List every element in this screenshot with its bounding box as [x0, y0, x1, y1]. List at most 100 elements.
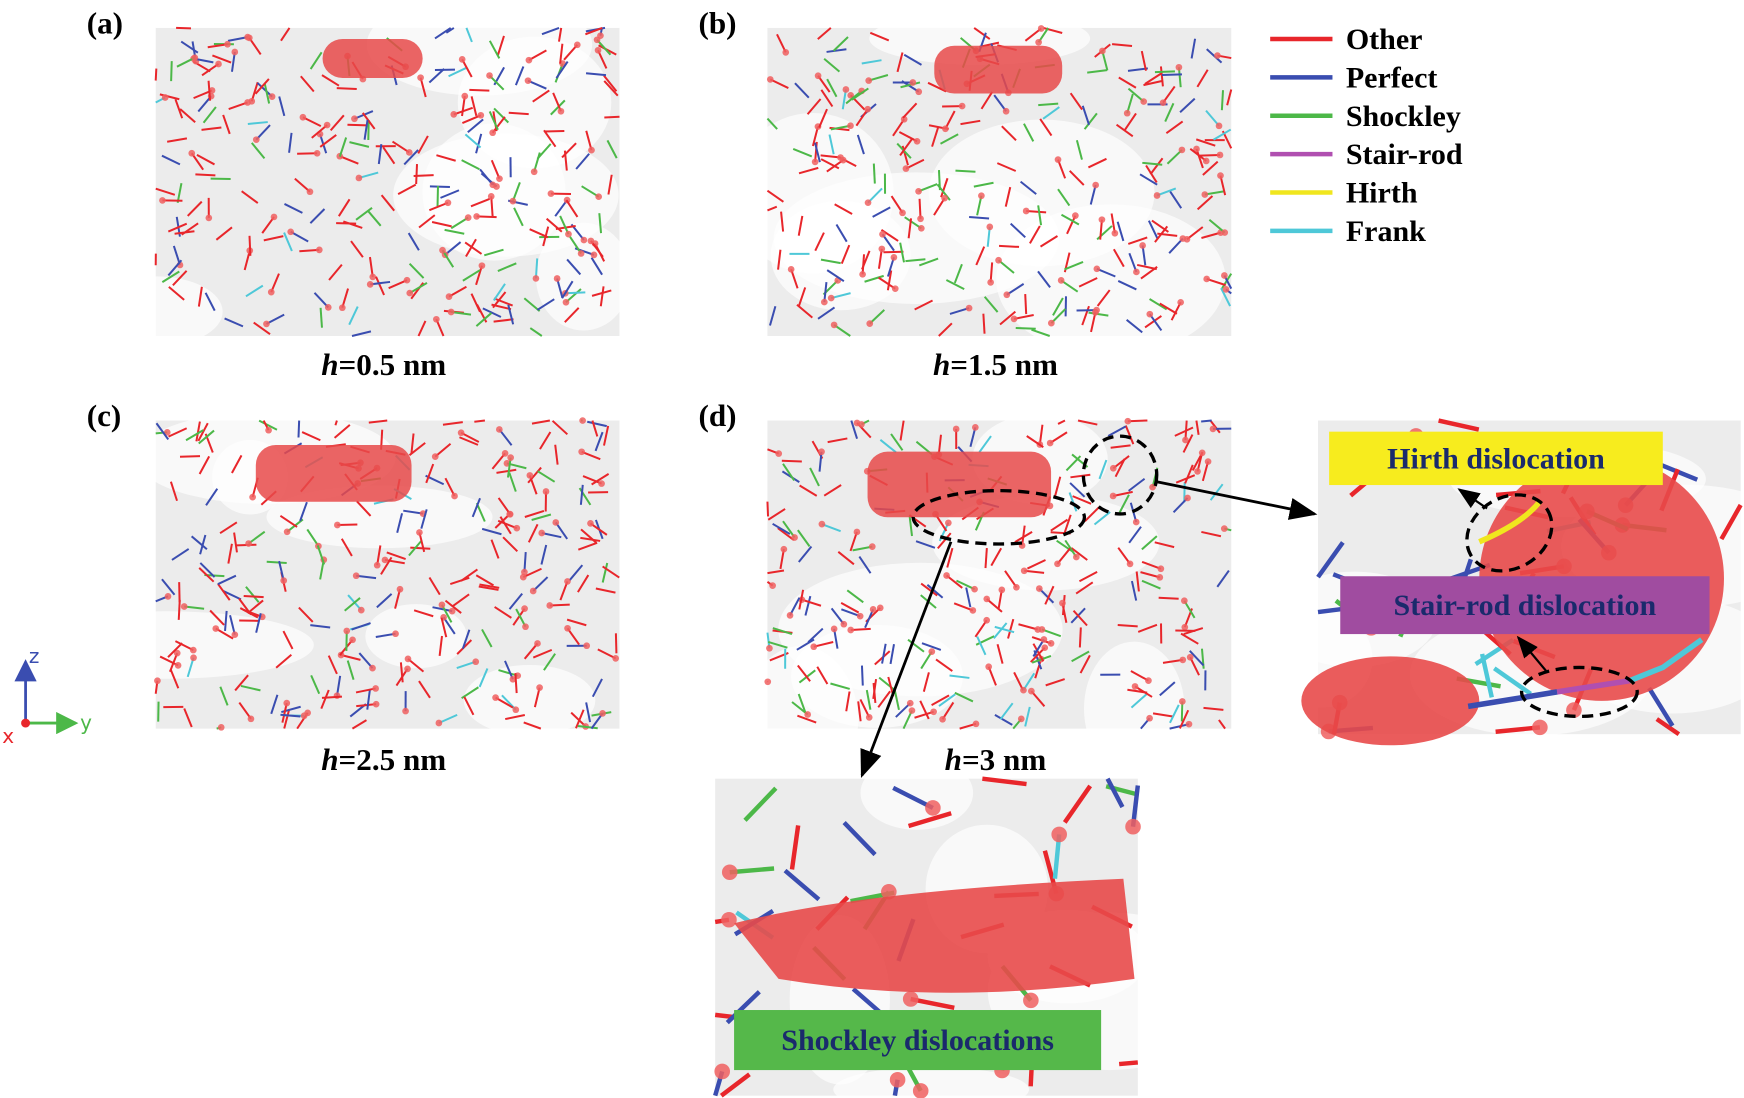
caption-symbol: h: [321, 347, 338, 382]
structure-line: [797, 215, 804, 236]
structure-line: [499, 516, 512, 535]
structure-line: [258, 419, 278, 431]
structure-line: [1218, 719, 1226, 730]
structure-line: [417, 320, 427, 337]
cluster: [934, 45, 1063, 94]
structure-line: [599, 286, 605, 307]
structure-line: [996, 162, 1017, 172]
structure-line: [418, 532, 426, 553]
atom: [509, 197, 517, 205]
structure-line: [1039, 118, 1053, 137]
structure-line: [333, 424, 351, 439]
structure-line: [408, 539, 423, 557]
structure-line: [351, 719, 367, 730]
structure-line: [743, 786, 778, 822]
structure-line: [766, 189, 784, 203]
structure-line: [350, 240, 364, 258]
labels: (a)h=0.5 nm(b)h=1.5 nm(c)h=2.5 nm(d)h=3 …: [87, 5, 1710, 1071]
structure-line: [536, 298, 555, 311]
structure-line: [814, 232, 825, 252]
atom: [562, 298, 570, 306]
atom: [782, 49, 790, 56]
structure-line: [410, 546, 431, 550]
structure-line: [481, 628, 493, 648]
structure-line: [527, 523, 539, 543]
atom: [915, 88, 923, 96]
structure-line: [1182, 434, 1194, 453]
structure-line: [832, 36, 849, 52]
structure-line: [816, 666, 829, 685]
structure-line: [1179, 709, 1190, 729]
structure-line: [467, 118, 484, 134]
structure-line: [580, 536, 601, 542]
atom: [512, 706, 520, 714]
atom: [299, 113, 307, 121]
structure-line: [511, 182, 521, 202]
structure-line: [899, 420, 905, 441]
structure-line: [837, 551, 855, 566]
structure-line: [1195, 138, 1216, 147]
structure-line: [814, 142, 821, 163]
structure-line: [946, 547, 954, 568]
structure-line: [167, 222, 188, 233]
atom: [578, 448, 585, 456]
structure-line: [168, 427, 188, 438]
structure-line: [1189, 656, 1200, 676]
structure-line: [1054, 476, 1062, 497]
structure-line: [1149, 298, 1168, 311]
structure-line: [551, 420, 569, 436]
caption-text: =1.5 nm: [950, 347, 1058, 382]
structure-line: [552, 92, 562, 112]
structure-line: [900, 81, 921, 89]
structure-line: [1127, 236, 1148, 245]
atom: [351, 115, 358, 123]
structure-line: [409, 282, 428, 294]
structure-line: [1144, 72, 1163, 85]
structure-line: [492, 283, 506, 301]
atom: [580, 236, 588, 244]
atom: [820, 298, 828, 306]
structure-line: [169, 669, 180, 689]
structure-line: [1072, 495, 1092, 505]
atom: [173, 649, 181, 657]
atom: [1215, 122, 1223, 130]
structure-line: [497, 262, 517, 272]
atom: [405, 149, 413, 156]
structure-line: [464, 241, 483, 255]
structure-line: [438, 635, 444, 657]
structure-line: [940, 177, 949, 198]
structure-line: [960, 119, 981, 126]
structure-line: [858, 556, 872, 574]
cluster: [734, 878, 1135, 993]
structure-line: [297, 420, 301, 438]
structure-line: [429, 185, 450, 188]
structure-line: [817, 27, 832, 40]
atom: [1179, 235, 1187, 242]
structure-line: [1089, 184, 1097, 205]
structure-line: [1127, 87, 1145, 103]
atom: [444, 199, 452, 207]
atom: [1140, 98, 1148, 105]
panel-caption: h=2.5 nm: [321, 742, 446, 777]
surface-shade: [18, 611, 314, 679]
structure-line: [907, 638, 925, 653]
atom: [909, 79, 917, 86]
atom: [489, 129, 497, 137]
structure-line: [256, 82, 273, 98]
structure-line: [425, 463, 435, 484]
structure-line: [1479, 653, 1494, 698]
structure-line: [1078, 277, 1098, 288]
atom: [448, 607, 456, 615]
structure-line: [301, 431, 321, 442]
structure-line: [797, 714, 817, 724]
structure-line: [161, 154, 181, 166]
structure-line: [806, 98, 822, 115]
structure-line: [445, 27, 455, 34]
structure-line: [198, 567, 215, 583]
structure-line: [596, 39, 612, 56]
structure-line: [607, 174, 613, 195]
atom: [941, 194, 948, 202]
surface-shade: [535, 222, 632, 331]
structure-line: [347, 123, 368, 127]
structure-line: [1168, 237, 1184, 254]
